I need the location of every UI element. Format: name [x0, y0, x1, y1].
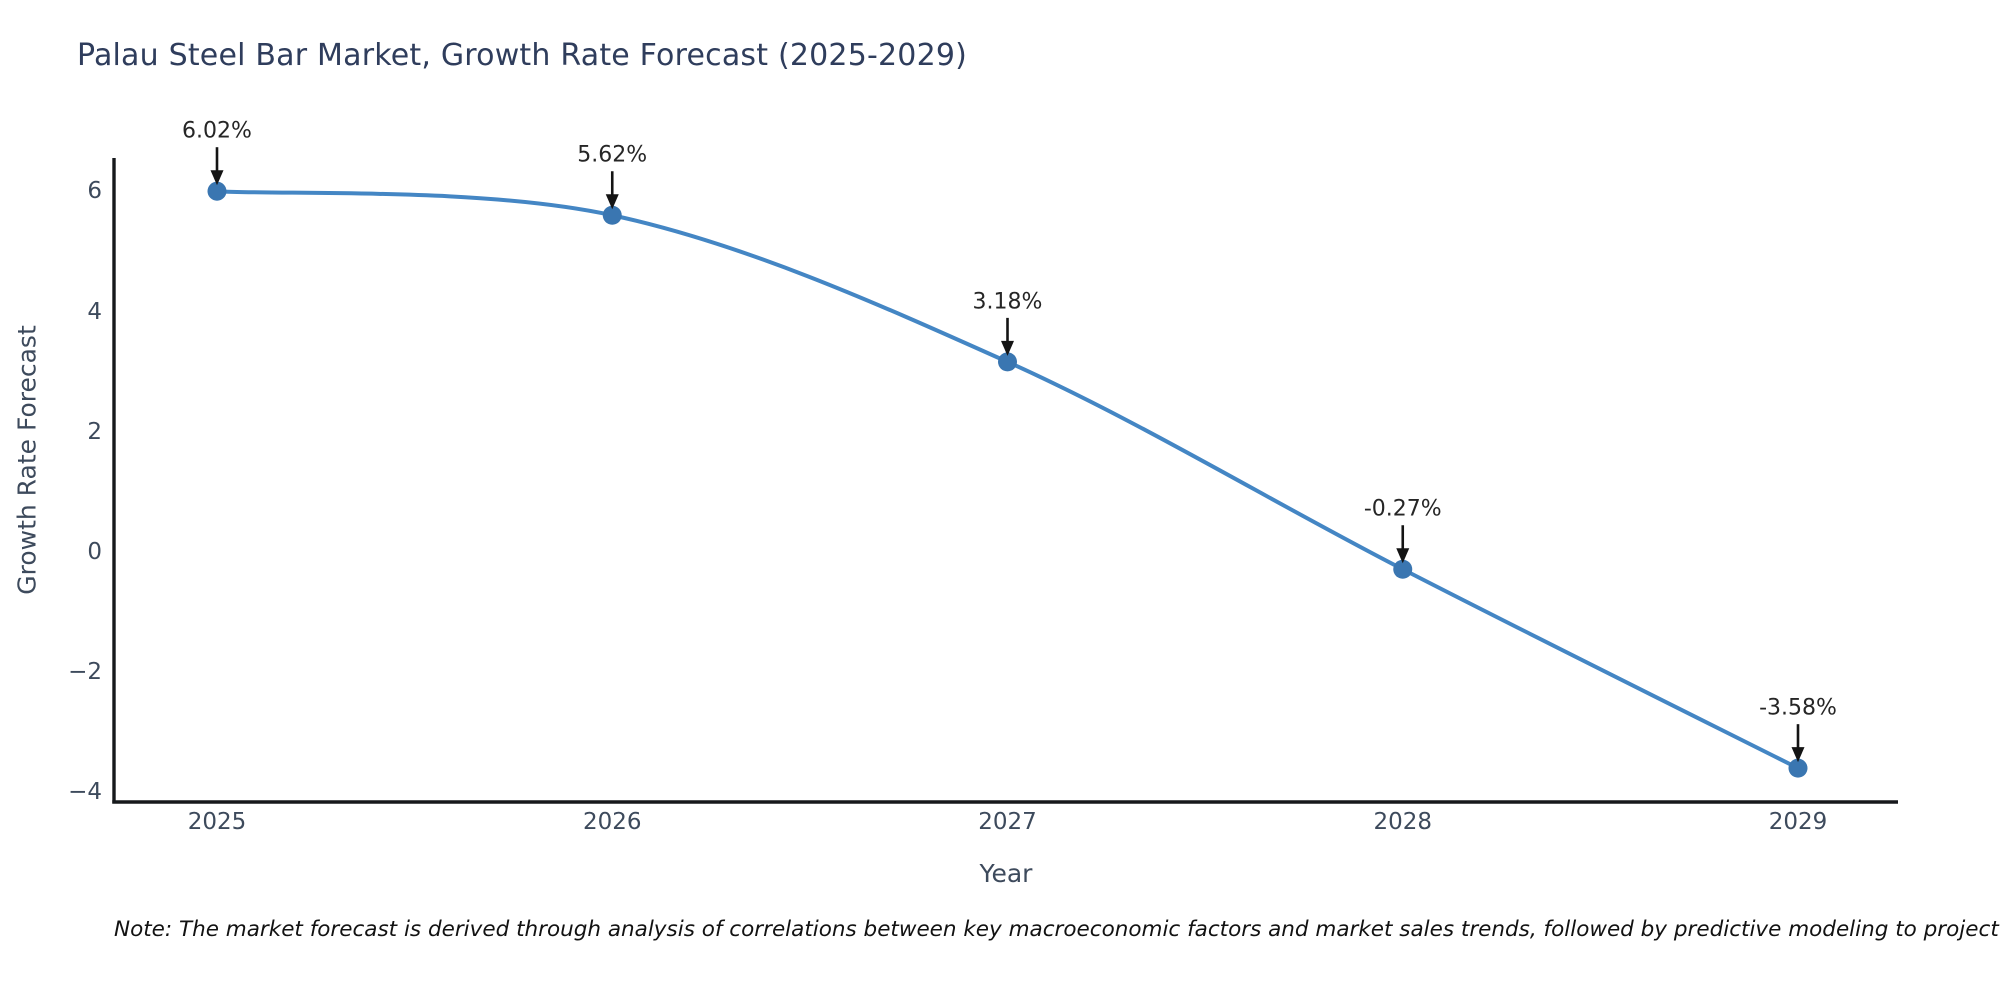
- annotation-arrow-head: [1001, 340, 1014, 356]
- annotation-arrow-head: [210, 170, 224, 186]
- x-tick-label: 2027: [978, 809, 1037, 835]
- x-tick-label: 2029: [1768, 809, 1828, 835]
- y-tick-label: −4: [68, 779, 102, 806]
- point-annotation: 3.18%: [972, 289, 1043, 315]
- x-tick-label: 2025: [187, 809, 247, 835]
- point-annotation: -3.58%: [1759, 695, 1837, 721]
- annotation-arrow-head: [1396, 548, 1410, 564]
- y-tick-label: 2: [87, 418, 102, 445]
- point-annotation: 6.02%: [182, 118, 252, 144]
- data-point-marker: [602, 205, 622, 225]
- data-point-marker: [998, 352, 1017, 372]
- point-annotation: 5.62%: [577, 142, 648, 168]
- data-point-marker: [1788, 758, 1808, 778]
- y-tick-label: 4: [87, 298, 102, 325]
- annotation-arrow-head: [1791, 747, 1805, 763]
- y-tick-label: −2: [68, 659, 102, 686]
- x-tick-label: 2026: [582, 809, 642, 835]
- chart-title: Palau Steel Bar Market, Growth Rate Fore…: [77, 38, 968, 73]
- annotation-arrow-head: [605, 194, 619, 210]
- forecast-line: [215, 189, 1800, 771]
- data-point-marker: [207, 181, 227, 201]
- data-point-marker: [1393, 559, 1413, 579]
- y-tick-label: 6: [87, 178, 102, 205]
- point-annotation: -0.27%: [1363, 496, 1442, 522]
- x-tick-label: 2028: [1373, 809, 1433, 835]
- footnote: Note: The market forecast is derived thr…: [114, 917, 2000, 942]
- y-tick-label: 0: [87, 539, 102, 565]
- x-axis-label: Year: [979, 859, 1033, 888]
